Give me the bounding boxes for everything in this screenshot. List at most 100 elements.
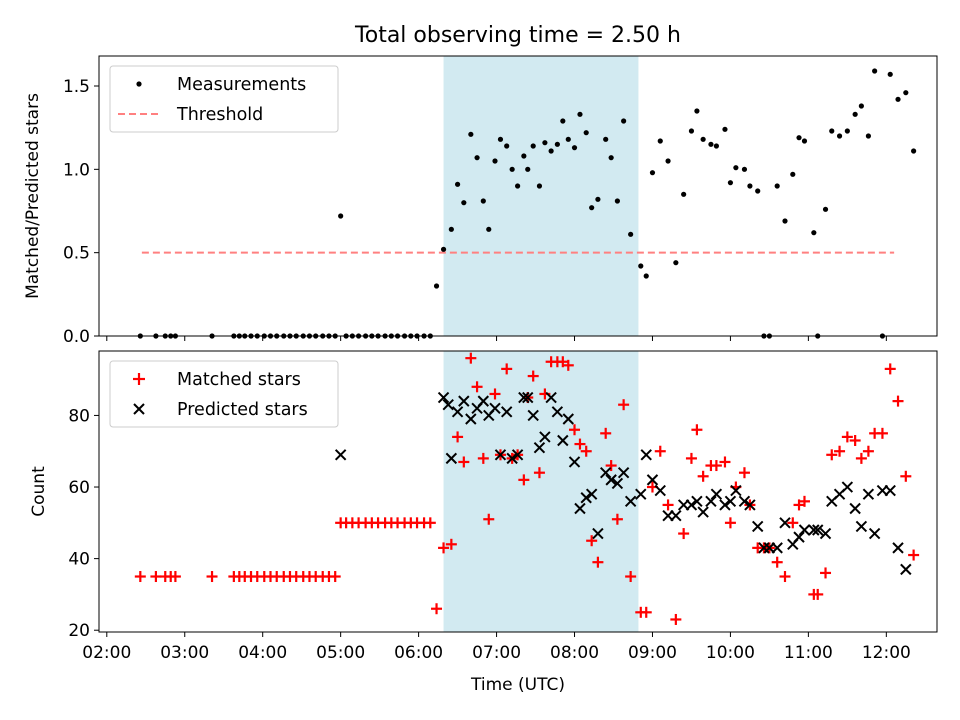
- matched-star-point: [849, 434, 861, 446]
- matched-star-point: [855, 452, 867, 464]
- predicted-star-point: [574, 502, 586, 515]
- bottom-y-tick-label: 40: [68, 550, 90, 570]
- matched-star-point: [662, 499, 674, 511]
- predicted-star-point: [611, 477, 624, 490]
- measurement-point: [852, 111, 858, 117]
- measurement-point: [796, 135, 802, 141]
- predicted-star-point: [868, 527, 881, 540]
- predicted-star-point: [599, 466, 612, 479]
- predicted-star-point: [670, 509, 682, 522]
- measurement-point: [536, 183, 543, 189]
- matched-star-point: [724, 517, 736, 529]
- matched-star-point: [605, 460, 617, 472]
- matched-star-point: [884, 363, 896, 375]
- predicted-star-point: [719, 499, 731, 511]
- x-tick-label: 12:00: [862, 643, 911, 663]
- predicted-star-point: [465, 413, 477, 425]
- measurement-point: [461, 200, 467, 206]
- measurement-point: [903, 90, 909, 96]
- x-tick-label: 10:00: [706, 643, 755, 663]
- predicted-star-point: [710, 488, 723, 500]
- top-y-tick-label: 1.0: [63, 160, 90, 180]
- measurement-point: [338, 213, 344, 219]
- predicted-star-point: [539, 431, 551, 443]
- legend-predicted-marker: [133, 403, 145, 415]
- measurement-point: [554, 141, 560, 147]
- predicted-star-point: [730, 484, 742, 497]
- matched-star-point: [691, 424, 703, 436]
- top-y-tick-label: 0.0: [63, 327, 90, 347]
- predicted-star-point: [605, 474, 617, 486]
- bottom-legend-box: [109, 360, 339, 428]
- matched-star-point: [779, 571, 791, 583]
- matched-star-point: [697, 470, 709, 482]
- predicted-star-point: [506, 452, 518, 465]
- measurement-point: [515, 183, 521, 189]
- measurement-point: [548, 148, 554, 154]
- matched-star-point: [826, 449, 838, 461]
- matched-star-point: [518, 474, 530, 486]
- matched-star-point: [685, 452, 697, 464]
- bottom-axes-frame: [98, 350, 938, 633]
- predicted-star-point: [812, 524, 824, 536]
- matched-star-point: [562, 359, 574, 371]
- bottom-shaded-region: [443, 351, 639, 632]
- matched-star-point: [592, 556, 604, 568]
- matched-star-point: [471, 381, 483, 393]
- measurement-point: [733, 165, 739, 171]
- top-y-tick-label: 0.5: [63, 244, 90, 264]
- matched-star-point: [618, 399, 630, 411]
- matched-star-point: [458, 456, 470, 468]
- bottom-x-ticks: 02:00 03:00 04:00 05:00 06:00 07:00 08:00 09:00…: [82, 632, 911, 663]
- measurement-point: [448, 226, 454, 232]
- top-axes-frame: [98, 55, 938, 337]
- measurement-point: [521, 153, 527, 159]
- legend-measurements-marker: [136, 81, 142, 87]
- top-legend: Measurements Threshold: [109, 65, 339, 133]
- matched-star-point: [134, 571, 146, 583]
- predicted-star-point: [751, 520, 764, 533]
- measurement-point: [774, 183, 780, 189]
- measurement-point: [440, 246, 447, 252]
- measurement-point: [829, 128, 835, 134]
- matched-star-point: [206, 571, 218, 583]
- predicted-star-point: [849, 502, 861, 515]
- predicted-star-point: [685, 499, 698, 511]
- predicted-star-point: [855, 520, 868, 533]
- measurement-point: [836, 133, 843, 139]
- legend-matched-label: Matched stars: [177, 370, 301, 390]
- predicted-star-point: [489, 402, 501, 414]
- measurement-point: [474, 155, 480, 161]
- bottom-y-tick-label: 80: [68, 406, 90, 426]
- legend-predicted-label: Predicted stars: [177, 400, 308, 420]
- predicted-star-point: [635, 488, 647, 500]
- matched-star-point: [841, 431, 853, 443]
- measurement-point: [694, 108, 700, 114]
- matched-star-point: [892, 395, 904, 407]
- predicted-star-point: [884, 484, 896, 497]
- measurement-point: [577, 111, 583, 117]
- predicted-star-point: [900, 563, 912, 576]
- bottom-y-axis-label: Count: [29, 466, 49, 517]
- measurement-point: [454, 181, 461, 187]
- measurement-point: [486, 226, 492, 232]
- matched-star-point: [670, 613, 682, 625]
- measurement-point: [790, 171, 796, 177]
- predicted-star-point: [738, 495, 751, 508]
- predicted-star-point: [477, 395, 490, 407]
- matched-stars-points: [134, 352, 920, 625]
- matched-star-point: [169, 571, 181, 583]
- measurement-point: [872, 68, 878, 74]
- predicted-star-point: [841, 481, 854, 493]
- measurement-point: [858, 103, 864, 109]
- matched-star-point: [900, 470, 912, 482]
- measurement-point: [755, 188, 761, 194]
- x-tick-label: 06:00: [394, 643, 443, 663]
- predicted-star-point: [862, 488, 875, 500]
- bottom-y-tick-label: 20: [68, 621, 90, 641]
- measurement-points: [137, 68, 917, 339]
- matched-star-point: [477, 452, 489, 464]
- matched-star-point: [611, 513, 623, 525]
- measurement-point: [614, 198, 620, 204]
- x-tick-label: 08:00: [550, 643, 599, 663]
